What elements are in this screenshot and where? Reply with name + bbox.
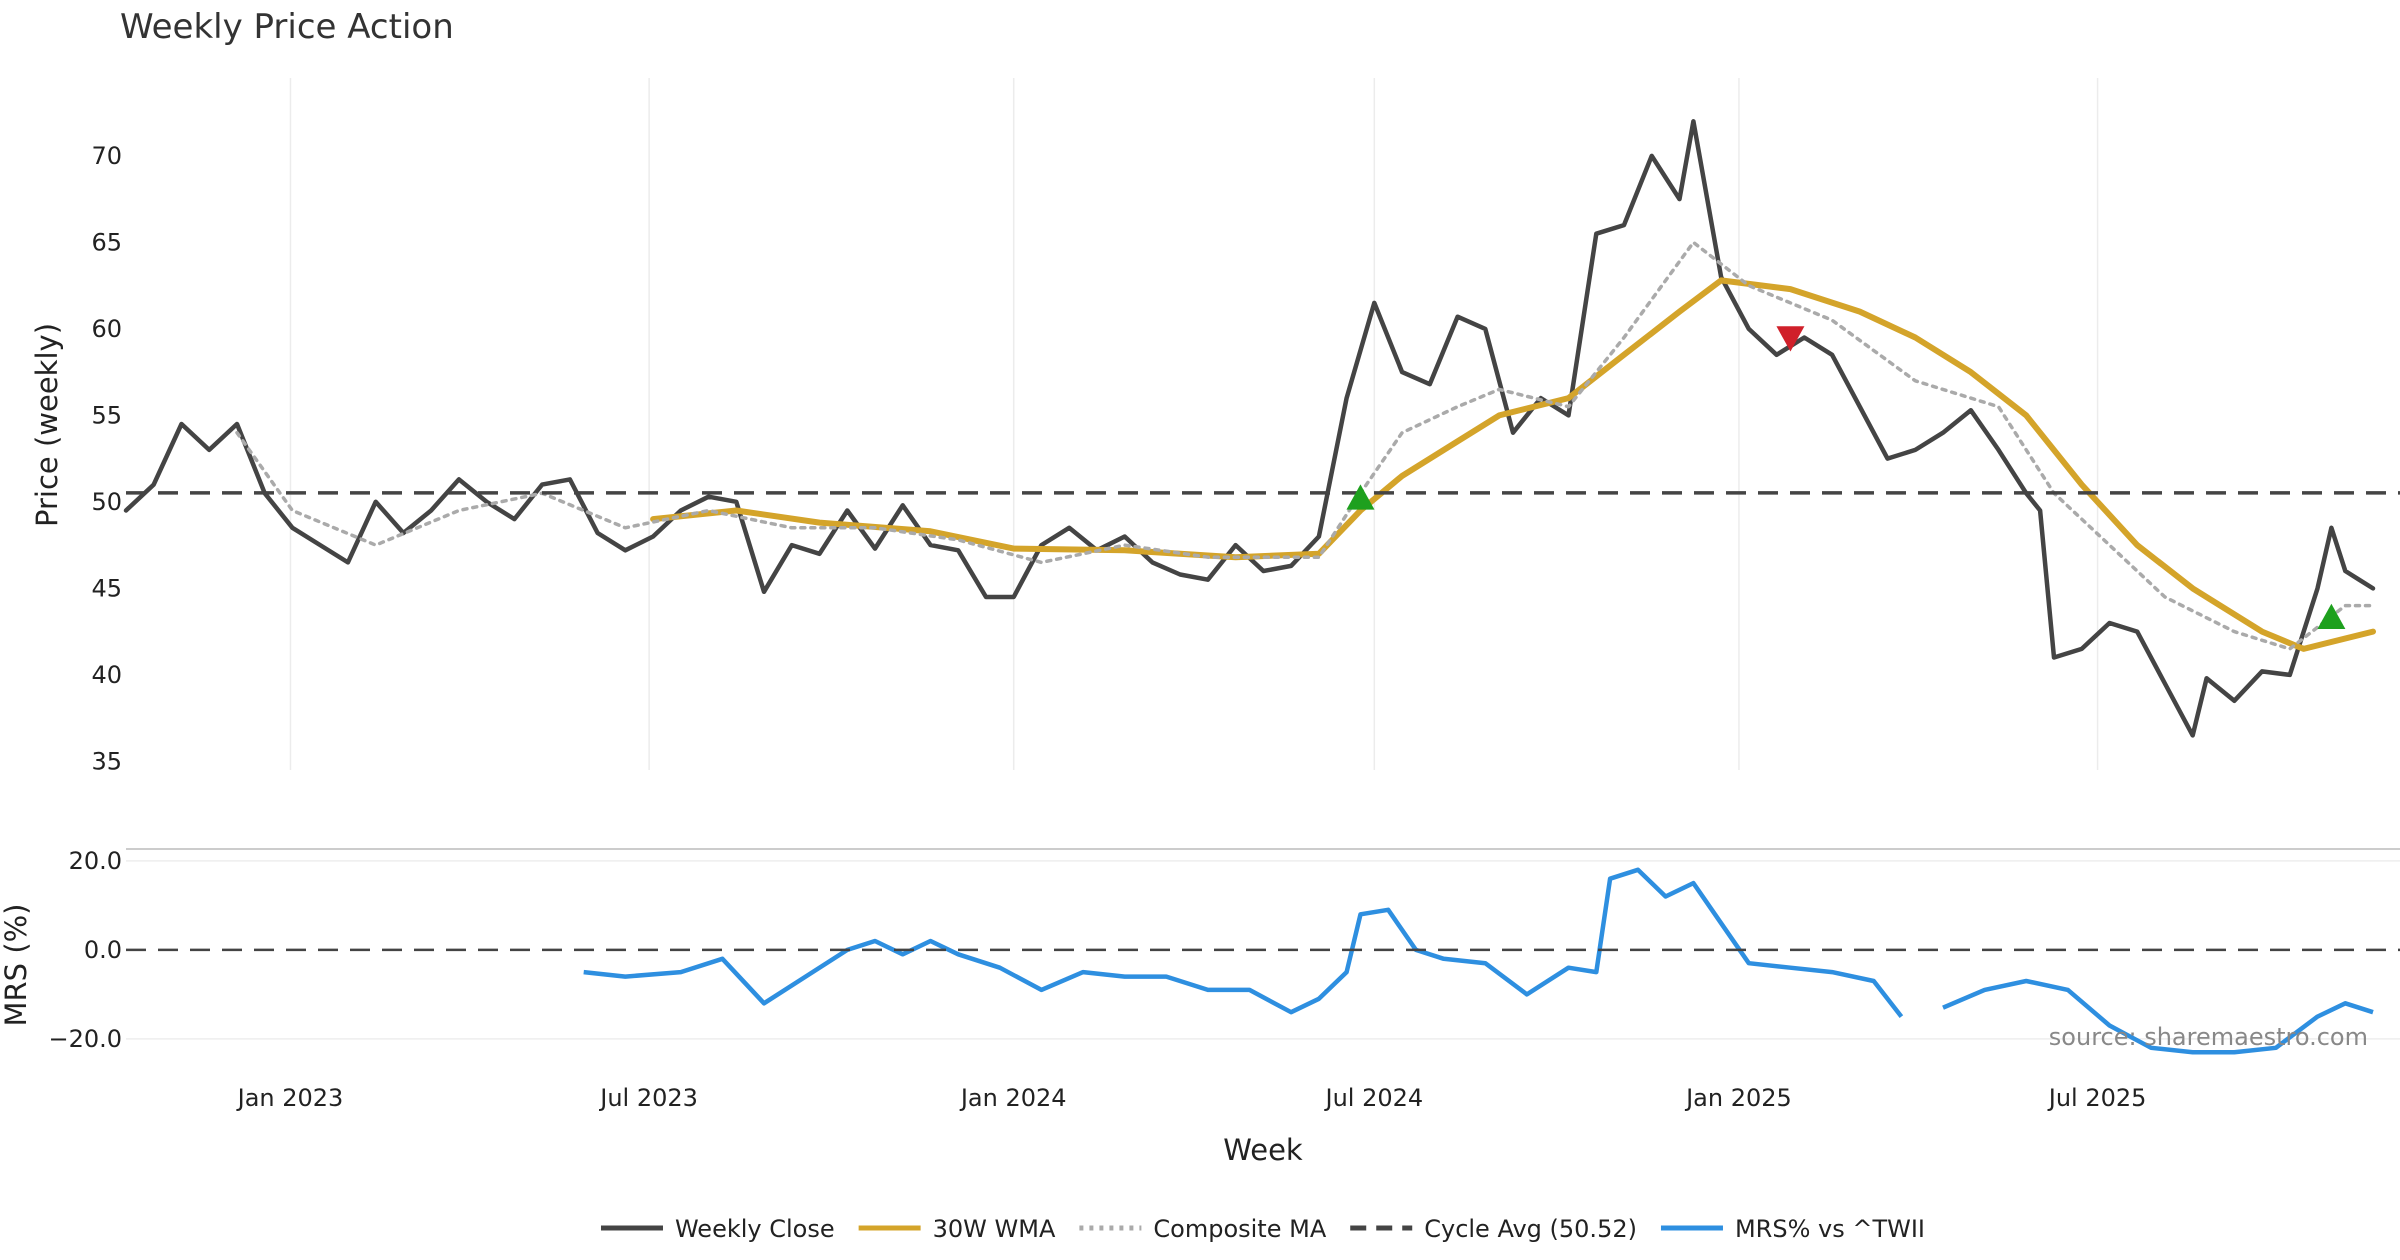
mrs-y-axis: 20.0 0.0 −20.0: [48, 847, 122, 1053]
mrs-y-label: MRS (%): [0, 904, 33, 1027]
mrs-y-tick: 0.0: [84, 936, 122, 964]
price-panel: 35 40 45 50 55 60 65 70 Price (weekly): [30, 78, 2400, 775]
buy-signal-marker: [1346, 484, 1375, 510]
price-grid: [289, 78, 2099, 770]
x-tick-label: Jul 2023: [598, 1084, 698, 1112]
legend-label: Weekly Close: [675, 1215, 835, 1243]
mrs-series: [126, 867, 2400, 1055]
legend-label: Cycle Avg (50.52): [1424, 1215, 1637, 1243]
price-y-tick: 50: [91, 488, 122, 516]
signal-markers: [1346, 326, 2346, 629]
series-composite-ma: [235, 240, 2375, 651]
price-y-tick: 65: [91, 228, 122, 256]
x-axis: Jan 2023 Jul 2023 Jan 2024 Jul 2024 Jan 2025…: [236, 1084, 2147, 1112]
x-tick-label: Jul 2025: [2047, 1084, 2147, 1112]
legend-label: MRS% vs ^TWII: [1735, 1215, 1925, 1243]
price-y-tick: 70: [91, 142, 122, 170]
x-axis-label: Week: [1223, 1133, 1303, 1167]
price-y-tick: 55: [91, 401, 122, 429]
price-y-label: Price (weekly): [30, 323, 64, 527]
x-tick-label: Jan 2023: [236, 1084, 344, 1112]
mrs-y-tick: 20.0: [69, 847, 122, 875]
series-mrs-vs-twii: [1942, 978, 2374, 1055]
buy-signal-marker: [2317, 603, 2346, 629]
price-y-tick: 45: [91, 574, 122, 602]
series-mrs-vs-twii: [583, 867, 1904, 1018]
source-note: source: sharemaestro.com: [2049, 1023, 2368, 1051]
sell-signal-marker: [1776, 326, 1805, 352]
price-y-tick: 35: [91, 747, 122, 775]
mrs-panel: 20.0 0.0 −20.0 MRS (%) source: sharemaestr…: [0, 847, 2400, 1055]
mrs-y-tick: −20.0: [48, 1025, 122, 1053]
x-tick-label: Jan 2025: [1684, 1084, 1792, 1112]
mrs-grid: [126, 860, 2400, 1040]
x-tick-label: Jul 2024: [1323, 1084, 1423, 1112]
chart-title: Weekly Price Action: [120, 7, 454, 47]
series-30w-wma: [650, 277, 2376, 652]
price-y-axis: 35 40 45 50 55 60 65 70: [91, 142, 122, 775]
price-y-tick: 40: [91, 661, 122, 689]
price-series: [123, 119, 2400, 738]
series-weekly-close: [123, 119, 2376, 738]
legend-label: Composite MA: [1153, 1215, 1326, 1243]
x-tick-label: Jan 2024: [959, 1084, 1067, 1112]
legend-label: 30W WMA: [933, 1215, 1056, 1243]
price-y-tick: 60: [91, 315, 122, 343]
legend: Weekly Close 30W WMA Composite MA Cycle Avg…: [600, 1215, 1925, 1243]
